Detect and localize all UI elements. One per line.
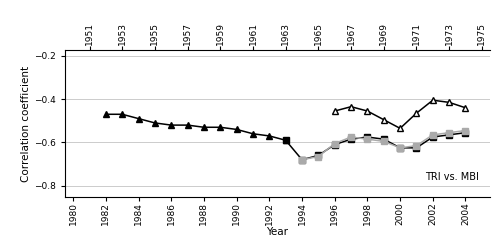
Text: TRI vs. MBI: TRI vs. MBI	[424, 172, 478, 182]
X-axis label: Year: Year	[266, 227, 288, 237]
Y-axis label: Correlation coefficient: Correlation coefficient	[22, 66, 32, 181]
